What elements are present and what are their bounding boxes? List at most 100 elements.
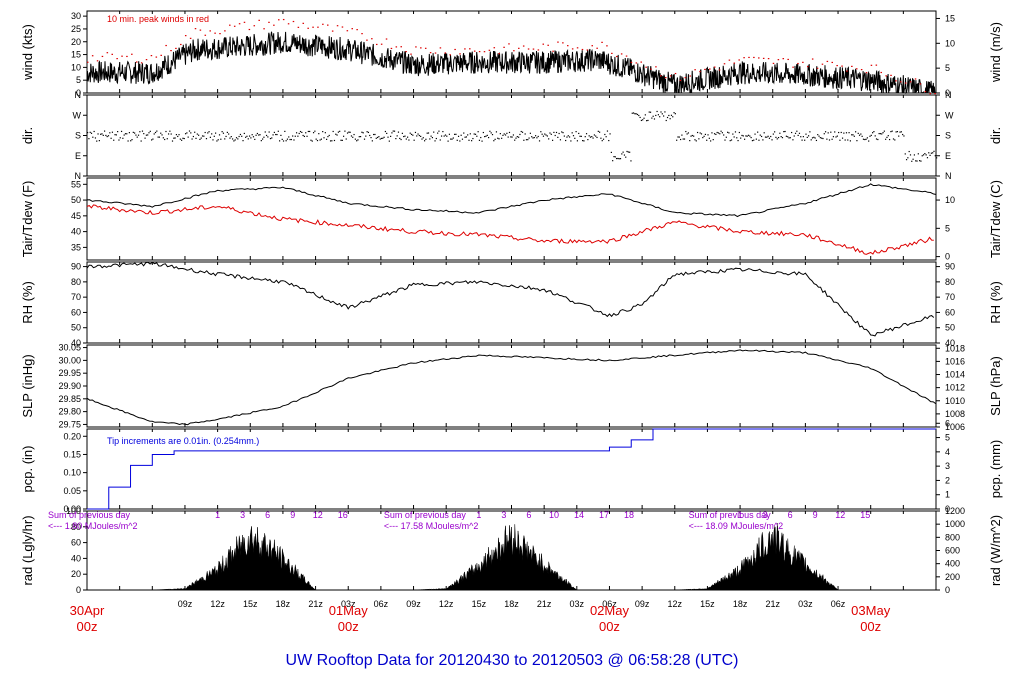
dir-point — [333, 139, 336, 142]
rad-daily-annotation: Sum of previous day<--- 17.58 MJoules/m^… — [384, 510, 634, 531]
dir-point — [229, 137, 231, 139]
dir-point — [494, 138, 496, 140]
peak-wind-point — [287, 23, 290, 25]
dir-point — [593, 134, 595, 136]
dir-point — [852, 134, 854, 136]
dir-point — [137, 134, 140, 136]
peak-wind-point — [620, 53, 623, 55]
peak-wind-point — [385, 38, 388, 40]
dir-point — [737, 139, 739, 142]
rad-hour-label: 1 — [215, 510, 220, 520]
dir-point — [774, 131, 776, 133]
peak-wind-point — [503, 46, 505, 48]
left-tick-label: 0.15 — [63, 449, 81, 459]
dir-point — [644, 114, 646, 116]
peak-wind-point — [576, 47, 579, 49]
dir-point — [655, 114, 657, 117]
left-tick-label: 100 — [66, 506, 81, 516]
dir-point — [729, 140, 731, 142]
peak-wind-point — [904, 82, 907, 84]
dir-point — [668, 114, 670, 117]
dir-point — [562, 132, 564, 134]
rad-hour-label: 9 — [813, 510, 818, 520]
day-label-time: 00z — [599, 619, 620, 634]
peak-wind-point — [772, 62, 775, 64]
dir-point — [542, 135, 545, 137]
peak-wind-point — [312, 26, 314, 28]
dir-point — [263, 136, 265, 138]
dir-point — [117, 131, 119, 133]
dir-point — [476, 135, 478, 137]
dir-point — [277, 130, 279, 132]
hour-tick-label: 09z — [635, 599, 650, 609]
dir-point — [485, 135, 487, 137]
dir-point — [286, 138, 289, 140]
dir-point — [592, 137, 594, 139]
dir-point — [289, 138, 291, 141]
dir-point — [499, 133, 501, 135]
dir-point — [888, 138, 891, 141]
peak-wind-point — [424, 47, 427, 49]
peak-wind-point — [527, 48, 530, 50]
axis-rad: rad (Lgly/hr) rad (W/m^2)0204060801000200… — [20, 506, 1003, 595]
left-tick-label: N — [75, 90, 82, 100]
dir-point — [921, 155, 923, 157]
dir-point — [602, 138, 605, 140]
slp-line — [86, 349, 937, 426]
day-label: 30Apr — [70, 603, 105, 618]
left-tick-label: 20 — [71, 37, 81, 47]
dir-point — [336, 134, 338, 136]
dir-point — [465, 136, 467, 138]
dir-point — [844, 139, 846, 141]
peak-wind-point — [542, 43, 545, 45]
dir-point — [753, 139, 755, 141]
dir-point — [576, 140, 579, 142]
dir-point — [107, 135, 110, 137]
dir-point — [379, 138, 381, 140]
dir-point — [480, 136, 482, 139]
dir-point — [306, 135, 308, 137]
peak-wind-point — [655, 66, 657, 68]
dir-point — [157, 136, 159, 138]
dir-point — [822, 137, 824, 140]
dir-point — [160, 132, 162, 134]
dir-point — [642, 119, 644, 121]
peak-wind-point — [268, 21, 270, 23]
dir-point — [717, 132, 720, 134]
left-tick-label: 30.05 — [58, 343, 81, 353]
dir-point — [130, 140, 132, 142]
peak-wind-point — [229, 24, 231, 26]
dir-point — [679, 138, 682, 141]
dir-point — [363, 138, 366, 140]
dir-point — [128, 132, 130, 134]
dir-point — [875, 138, 878, 140]
dir-point — [221, 131, 223, 133]
left-axis-label: RH (%) — [20, 281, 35, 324]
dir-point — [763, 132, 765, 134]
peak-wind-point — [278, 19, 280, 21]
dir-point — [247, 138, 249, 140]
dir-point — [762, 139, 764, 141]
dir-point — [690, 135, 692, 137]
dir-point — [96, 140, 98, 142]
rad-hour-label: 6 — [788, 510, 793, 520]
dir-point — [162, 137, 164, 139]
right-tick-label: 0 — [945, 504, 950, 514]
dir-point — [395, 138, 397, 140]
peak-wind-point — [410, 53, 412, 55]
peak-wind-point — [498, 53, 500, 55]
peak-wind-point — [909, 81, 912, 83]
peak-wind-point — [395, 46, 398, 48]
dir-point — [800, 136, 802, 138]
dir-point — [256, 132, 258, 135]
dir-point — [771, 139, 773, 141]
dir-point — [625, 156, 627, 158]
dir-point — [883, 130, 885, 132]
dir-point — [153, 133, 155, 135]
peak-wind-point — [689, 75, 691, 77]
dir-point — [327, 136, 329, 138]
peak-wind-point — [454, 48, 456, 51]
peak-wind-point — [224, 30, 226, 32]
peak-wind-point — [895, 80, 897, 82]
dir-point — [612, 160, 614, 162]
